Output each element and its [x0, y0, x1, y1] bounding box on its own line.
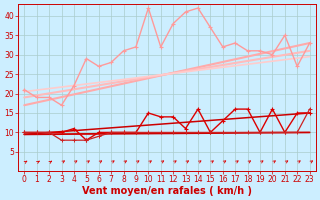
- X-axis label: Vent moyen/en rafales ( km/h ): Vent moyen/en rafales ( km/h ): [82, 186, 252, 196]
